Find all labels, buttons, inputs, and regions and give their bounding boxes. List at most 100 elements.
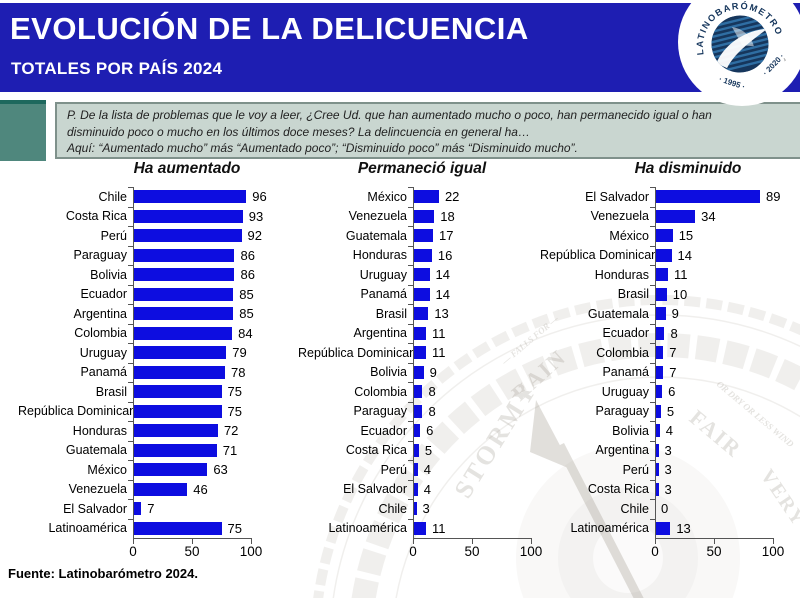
- category-label: Costa Rica: [345, 443, 407, 458]
- bar: [655, 365, 664, 379]
- category-label: México: [87, 462, 127, 477]
- bar-track: 5: [408, 440, 558, 458]
- bar: [413, 307, 429, 321]
- bar: [655, 268, 668, 282]
- category-label: República Dominicana: [298, 345, 424, 360]
- category-label: Chile: [98, 189, 128, 204]
- bar: [133, 287, 234, 301]
- y-axis-tick: [128, 362, 133, 364]
- bar-row: Honduras 11: [540, 265, 800, 285]
- category-label: Costa Rica: [65, 209, 127, 224]
- category-label: Brasil: [617, 287, 649, 302]
- x-axis-tick: [413, 539, 414, 544]
- category-label: Panamá: [360, 287, 407, 302]
- bar: [413, 502, 417, 516]
- value-label: 11: [431, 520, 446, 536]
- bar: [413, 463, 418, 477]
- x-axis-tick: [192, 539, 193, 544]
- bar-track: 3: [408, 499, 558, 516]
- value-label: 17: [439, 228, 454, 244]
- bar-row: México 63: [18, 460, 278, 480]
- bar: [133, 404, 222, 418]
- bar: [133, 424, 218, 438]
- category-label: Guatemala: [65, 443, 127, 458]
- y-axis-tick: [408, 206, 413, 208]
- y-axis-tick: [408, 362, 413, 364]
- bar-row: Latinoamérica 13: [540, 518, 800, 539]
- x-axis-tick-label: 0: [409, 544, 417, 559]
- value-label: 14: [677, 247, 692, 263]
- x-axis-tick-label: 50: [184, 544, 200, 559]
- category-label: Perú: [622, 462, 649, 477]
- bar-row: Latinoamérica 75: [18, 518, 278, 539]
- bar: [413, 521, 426, 535]
- bar: [413, 287, 430, 301]
- bar: [133, 190, 247, 204]
- bar-track: 15: [650, 226, 800, 243]
- category-label: Guatemala: [587, 306, 649, 321]
- value-label: 86: [240, 267, 255, 283]
- category-label: República Dominicana: [18, 404, 144, 419]
- category-label: Panamá: [80, 365, 127, 380]
- bar: [133, 502, 142, 516]
- y-axis-tick: [128, 440, 133, 442]
- value-label: 6: [668, 384, 676, 400]
- x-axis-tick-label: 100: [761, 544, 785, 559]
- value-label: 7: [147, 501, 155, 517]
- bar: [133, 346, 227, 360]
- bar-track: 8: [650, 323, 800, 341]
- value-label: 18: [440, 208, 455, 224]
- bar-track: 9: [650, 304, 800, 321]
- bar-track: 13: [408, 304, 558, 321]
- bar-row: Honduras 16: [298, 245, 558, 266]
- category-label: Venezuela: [348, 209, 407, 224]
- value-label: 78: [231, 364, 246, 380]
- bar-row: El Salvador 89: [540, 187, 800, 207]
- bar: [133, 463, 208, 477]
- bar-row: Bolivia 86: [18, 265, 278, 285]
- category-label: Uruguay: [601, 384, 649, 399]
- bar: [413, 209, 435, 223]
- value-label: 63: [213, 462, 228, 478]
- y-axis-tick: [128, 226, 133, 228]
- bar-row: Ecuador 8: [540, 323, 800, 344]
- question-box: P. De la lista de problemas que le voy a…: [55, 102, 800, 159]
- value-label: 89: [766, 189, 781, 205]
- bar-row: República Dominicana 75: [18, 401, 278, 422]
- bar: [413, 229, 434, 243]
- bar-row: Paraguay 5: [540, 401, 800, 422]
- bar-row: Chile 96: [18, 187, 278, 207]
- y-axis-tick: [128, 479, 133, 481]
- bar-track: 34: [650, 206, 800, 224]
- bar-track: 5: [650, 401, 800, 419]
- category-label: Honduras: [594, 267, 649, 282]
- bar-row: Argentina 3: [540, 440, 800, 461]
- bar: [413, 190, 439, 204]
- category-label: Uruguay: [79, 345, 127, 360]
- category-label: Latinoamérica: [570, 521, 649, 536]
- bar: [655, 248, 672, 262]
- bar-row: Perú 3: [540, 460, 800, 480]
- bar-row: Uruguay 79: [18, 343, 278, 363]
- bar: [413, 482, 418, 496]
- y-axis-tick: [128, 187, 133, 189]
- y-axis-tick: [128, 284, 133, 286]
- y-axis-tick: [128, 245, 133, 247]
- bar-row: República Dominicana 11: [298, 343, 558, 363]
- bar-row: Argentina 85: [18, 304, 278, 324]
- y-axis-tick: [650, 343, 655, 345]
- y-axis-tick: [650, 421, 655, 423]
- category-label: El Salvador: [343, 482, 407, 497]
- bar-track: 86: [128, 265, 278, 283]
- bar-track: 11: [650, 265, 800, 282]
- bar-track: 7: [650, 362, 800, 380]
- category-label: Perú: [100, 228, 127, 243]
- bar-track: 93: [128, 206, 278, 224]
- x-axis-tick: [773, 539, 774, 544]
- value-label: 86: [240, 247, 255, 263]
- bar: [133, 521, 222, 535]
- category-label: Bolivia: [370, 365, 407, 380]
- value-label: 3: [664, 462, 672, 478]
- bar: [133, 209, 243, 223]
- bar-row: Costa Rica 5: [298, 440, 558, 461]
